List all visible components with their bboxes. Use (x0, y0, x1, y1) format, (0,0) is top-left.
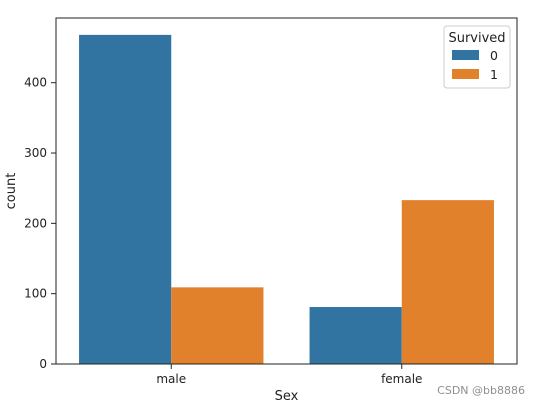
x-axis-label: Sex (275, 389, 299, 404)
legend-label-1: 1 (490, 67, 498, 82)
legend-label-0: 0 (490, 48, 498, 63)
bar-male-series-1 (171, 287, 264, 364)
bar-female-series-0 (309, 307, 402, 364)
legend-swatch-1 (452, 69, 479, 79)
y-tick-label: 100 (24, 287, 47, 301)
y-tick-label: 0 (39, 357, 47, 371)
y-axis: 0 100 200 300 400 (24, 76, 56, 371)
y-axis-label: count (4, 173, 19, 210)
legend-title: Survived (448, 31, 505, 46)
y-tick-label: 300 (24, 146, 47, 160)
bar-female-series-1 (401, 200, 494, 364)
legend-items: 01 (452, 48, 498, 82)
watermark: CSDN @bb8886 (437, 384, 525, 397)
bars-group (79, 34, 494, 364)
y-tick-label: 400 (24, 76, 47, 90)
x-axis: male female (156, 364, 422, 386)
legend-swatch-0 (452, 50, 479, 60)
bar-male-series-0 (79, 34, 172, 364)
x-tick-label: female (381, 372, 422, 386)
x-tick-label: male (156, 372, 186, 386)
legend: Survived 01 (443, 25, 511, 89)
plot-frame (55, 17, 518, 365)
y-tick-label: 200 (24, 216, 47, 230)
